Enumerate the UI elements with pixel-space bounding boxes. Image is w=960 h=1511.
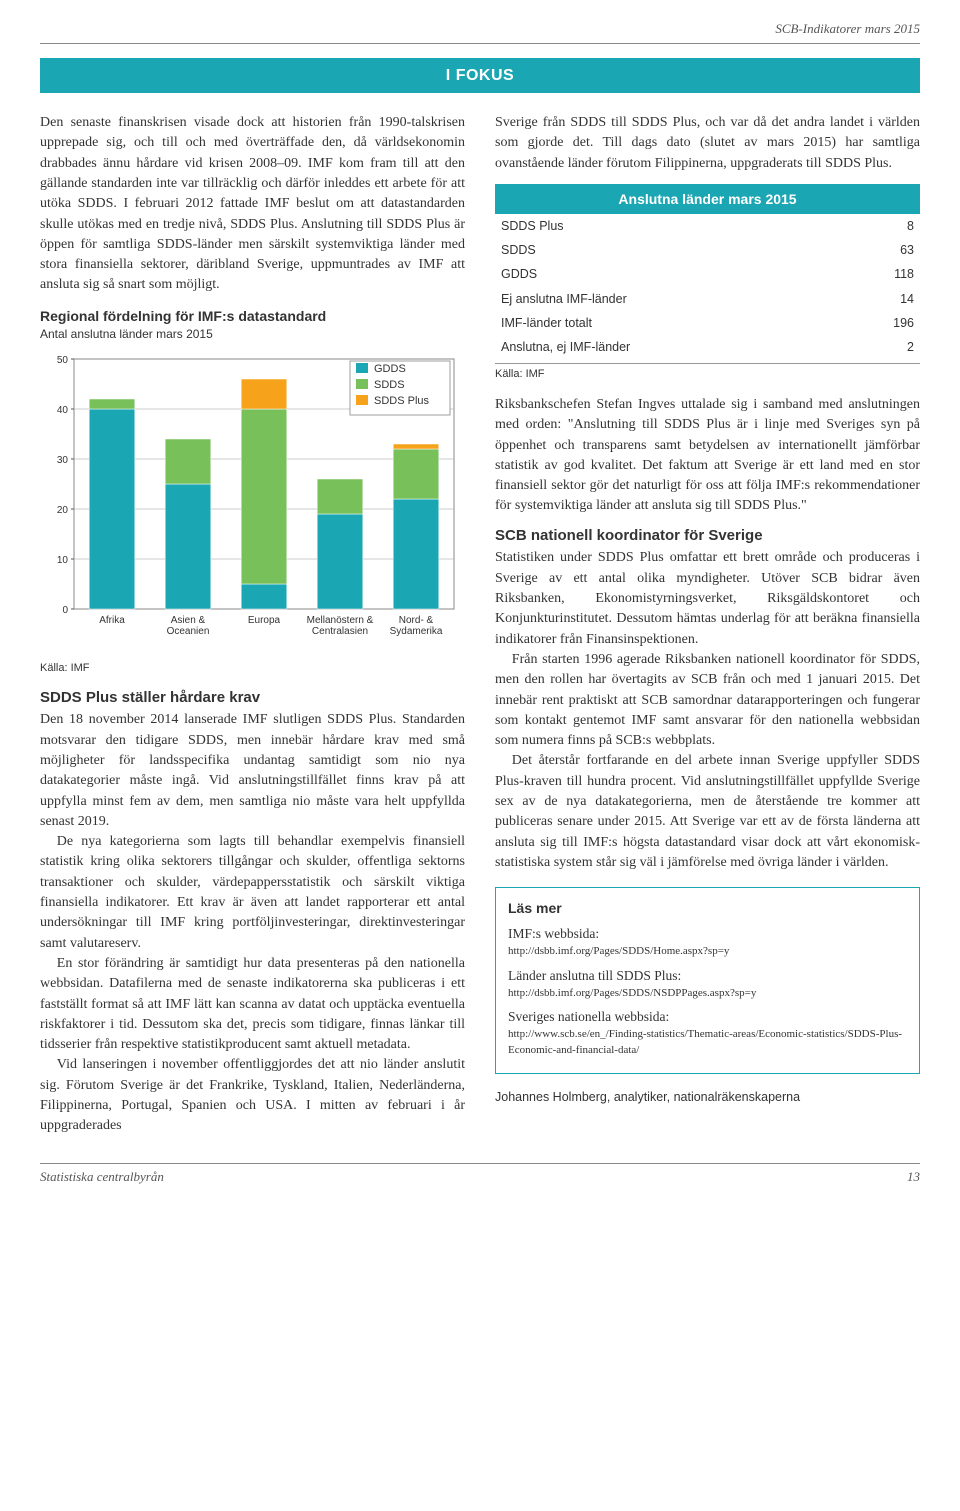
table-source: Källa: IMF bbox=[495, 363, 920, 383]
table-cell-label: Ej anslutna IMF-länder bbox=[495, 287, 840, 311]
table-cell-value: 8 bbox=[840, 214, 920, 238]
svg-text:Europa: Europa bbox=[248, 615, 281, 626]
table-cell-label: Anslutna, ej IMF-länder bbox=[495, 335, 840, 359]
two-column-layout: Den senaste finanskrisen visade dock att… bbox=[40, 113, 920, 1137]
read-more-label: Länder anslutna till SDDS Plus: bbox=[508, 966, 907, 986]
table-row: GDDS118 bbox=[495, 262, 920, 286]
publication-header: SCB-Indikatorer mars 2015 bbox=[40, 20, 920, 44]
svg-text:10: 10 bbox=[57, 555, 69, 566]
table-row: SDDS63 bbox=[495, 238, 920, 262]
svg-text:0: 0 bbox=[62, 605, 68, 616]
table-row: Anslutna, ej IMF-länder2 bbox=[495, 335, 920, 359]
table-cell-value: 63 bbox=[840, 238, 920, 262]
regional-chart: 0 10 20 30 40 50 Afrika Asien &Oceanien Europa Me… bbox=[40, 349, 465, 656]
table-row: IMF-länder totalt196 bbox=[495, 311, 920, 335]
svg-text:Mellanöstern &: Mellanöstern & bbox=[307, 615, 374, 626]
svg-text:Asien &: Asien & bbox=[171, 615, 206, 626]
table-cell-label: SDDS Plus bbox=[495, 214, 840, 238]
left-column: Den senaste finanskrisen visade dock att… bbox=[40, 113, 465, 1137]
right-column: Sverige från SDDS till SDDS Plus, och va… bbox=[495, 113, 920, 1137]
svg-text:Afrika: Afrika bbox=[99, 615, 125, 626]
svg-text:30: 30 bbox=[57, 455, 69, 466]
chart-subtitle: Antal anslutna länder mars 2015 bbox=[40, 326, 465, 343]
sdds-plus-heading: SDDS Plus ställer hårdare krav bbox=[40, 687, 465, 709]
left-p2a: Den 18 november 2014 lanserade IMF slutl… bbox=[40, 710, 465, 832]
table-row: SDDS Plus8 bbox=[495, 214, 920, 238]
read-more-url: http://dsbb.imf.org/Pages/SDDS/NSDPPages… bbox=[508, 986, 907, 1002]
svg-text:SDDS: SDDS bbox=[374, 379, 405, 391]
read-more-box: Läs mer IMF:s webbsida:http://dsbb.imf.o… bbox=[495, 887, 920, 1074]
svg-text:SDDS Plus: SDDS Plus bbox=[374, 395, 430, 407]
svg-text:Nord- &: Nord- & bbox=[399, 615, 434, 626]
footer-publisher: Statistiska centralbyrån bbox=[40, 1168, 164, 1187]
left-intro-paragraph: Den senaste finanskrisen visade dock att… bbox=[40, 113, 465, 296]
table-cell-label: SDDS bbox=[495, 238, 840, 262]
table-cell-value: 14 bbox=[840, 287, 920, 311]
read-more-label: IMF:s webbsida: bbox=[508, 924, 907, 944]
left-p2d: Vid lanseringen i november offentliggjor… bbox=[40, 1055, 465, 1136]
svg-text:Sydamerika: Sydamerika bbox=[390, 626, 443, 637]
table-title: Anslutna länder mars 2015 bbox=[495, 184, 920, 214]
table-row: Ej anslutna IMF-länder14 bbox=[495, 287, 920, 311]
svg-text:Centralasien: Centralasien bbox=[312, 626, 368, 637]
read-more-label: Sveriges nationella webbsida: bbox=[508, 1007, 907, 1027]
scb-koordinator-heading: SCB nationell koordinator för Sverige bbox=[495, 525, 920, 547]
svg-text:40: 40 bbox=[57, 405, 69, 416]
right-p2: Riksbankschefen Stefan Ingves uttalade s… bbox=[495, 395, 920, 517]
svg-text:20: 20 bbox=[57, 505, 69, 516]
chart-source: Källa: IMF bbox=[40, 661, 465, 677]
byline: Johannes Holmberg, analytiker, nationalr… bbox=[495, 1088, 920, 1106]
svg-text:GDDS: GDDS bbox=[374, 363, 406, 375]
page-footer: Statistiska centralbyrån 13 bbox=[40, 1163, 920, 1187]
footer-page-number: 13 bbox=[907, 1168, 920, 1187]
right-p3c: Det återstår fortfarande en del arbete i… bbox=[495, 751, 920, 873]
table-cell-label: IMF-länder totalt bbox=[495, 311, 840, 335]
anslutna-table: SDDS Plus8SDDS63GDDS118Ej anslutna IMF-l… bbox=[495, 214, 920, 359]
svg-text:50: 50 bbox=[57, 355, 69, 366]
table-cell-label: GDDS bbox=[495, 262, 840, 286]
read-more-title: Läs mer bbox=[508, 898, 907, 918]
table-cell-value: 196 bbox=[840, 311, 920, 335]
right-p3b: Från starten 1996 agerade Riksbanken nat… bbox=[495, 650, 920, 751]
read-more-url: http://dsbb.imf.org/Pages/SDDS/Home.aspx… bbox=[508, 944, 907, 960]
left-p2c: En stor förändring är samtidigt hur data… bbox=[40, 954, 465, 1055]
chart-title: Regional fördelning för IMF:s datastanda… bbox=[40, 306, 465, 326]
right-p3a: Statistiken under SDDS Plus omfattar ett… bbox=[495, 548, 920, 649]
fokus-banner: I FOKUS bbox=[40, 58, 920, 93]
read-more-url: http://www.scb.se/en_/Finding-statistics… bbox=[508, 1027, 907, 1059]
table-cell-value: 2 bbox=[840, 335, 920, 359]
svg-text:Oceanien: Oceanien bbox=[167, 626, 210, 637]
left-p2b: De nya kategorierna som lagts till behan… bbox=[40, 832, 465, 954]
table-cell-value: 118 bbox=[840, 262, 920, 286]
right-p1: Sverige från SDDS till SDDS Plus, och va… bbox=[495, 113, 920, 174]
